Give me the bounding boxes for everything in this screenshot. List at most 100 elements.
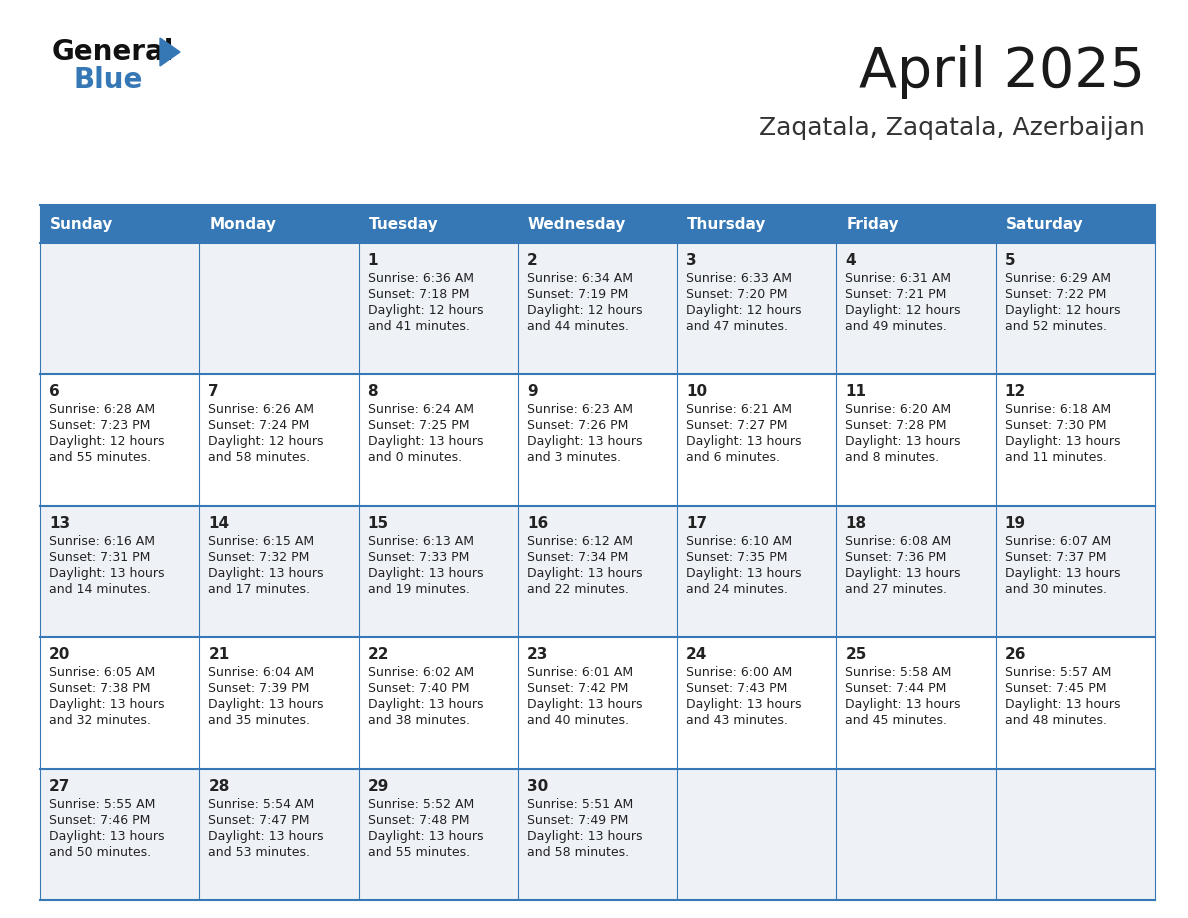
Text: Sunset: 7:20 PM: Sunset: 7:20 PM [687,288,788,301]
Text: and 22 minutes.: and 22 minutes. [526,583,628,596]
Text: Sunrise: 5:52 AM: Sunrise: 5:52 AM [367,798,474,811]
Text: and 47 minutes.: and 47 minutes. [687,320,788,333]
Text: 20: 20 [49,647,70,662]
Text: Sunset: 7:23 PM: Sunset: 7:23 PM [49,420,151,432]
Text: Daylight: 13 hours: Daylight: 13 hours [687,435,802,448]
Text: Daylight: 12 hours: Daylight: 12 hours [49,435,164,448]
Text: Sunrise: 6:02 AM: Sunrise: 6:02 AM [367,666,474,679]
Bar [40,637,1155,768]
Text: 9: 9 [526,385,537,399]
Text: and 6 minutes.: and 6 minutes. [687,452,781,465]
Text: and 48 minutes.: and 48 minutes. [1005,714,1107,727]
Text: Sunset: 7:32 PM: Sunset: 7:32 PM [208,551,310,564]
Text: Sunrise: 6:34 AM: Sunrise: 6:34 AM [526,272,633,285]
Text: 12: 12 [1005,385,1026,399]
Text: Daylight: 13 hours: Daylight: 13 hours [1005,435,1120,448]
Text: 1: 1 [367,253,378,268]
Text: and 19 minutes.: and 19 minutes. [367,583,469,596]
Text: Sunrise: 6:33 AM: Sunrise: 6:33 AM [687,272,792,285]
Text: Blue: Blue [74,66,144,94]
Text: Daylight: 12 hours: Daylight: 12 hours [526,304,643,317]
Text: Tuesday: Tuesday [368,217,438,231]
Text: Sunrise: 5:54 AM: Sunrise: 5:54 AM [208,798,315,811]
Text: and 14 minutes.: and 14 minutes. [49,583,151,596]
Text: Sunset: 7:40 PM: Sunset: 7:40 PM [367,682,469,695]
Text: Daylight: 13 hours: Daylight: 13 hours [367,830,484,843]
Text: Sunrise: 6:23 AM: Sunrise: 6:23 AM [526,403,633,417]
Text: Sunrise: 5:51 AM: Sunrise: 5:51 AM [526,798,633,811]
Text: Sunset: 7:22 PM: Sunset: 7:22 PM [1005,288,1106,301]
Text: Sunset: 7:24 PM: Sunset: 7:24 PM [208,420,310,432]
Text: Daylight: 12 hours: Daylight: 12 hours [846,304,961,317]
Text: 10: 10 [687,385,707,399]
Text: Sunset: 7:30 PM: Sunset: 7:30 PM [1005,420,1106,432]
Text: and 32 minutes.: and 32 minutes. [49,714,151,727]
Text: 2: 2 [526,253,538,268]
Text: and 43 minutes.: and 43 minutes. [687,714,788,727]
Text: Daylight: 13 hours: Daylight: 13 hours [687,566,802,580]
Text: Sunrise: 6:18 AM: Sunrise: 6:18 AM [1005,403,1111,417]
Text: Sunset: 7:37 PM: Sunset: 7:37 PM [1005,551,1106,564]
Text: 22: 22 [367,647,390,662]
Text: Daylight: 13 hours: Daylight: 13 hours [208,566,324,580]
Text: Sunrise: 6:04 AM: Sunrise: 6:04 AM [208,666,315,679]
Text: Sunrise: 6:07 AM: Sunrise: 6:07 AM [1005,535,1111,548]
Text: Daylight: 13 hours: Daylight: 13 hours [1005,566,1120,580]
Text: and 27 minutes.: and 27 minutes. [846,583,947,596]
Text: Sunset: 7:39 PM: Sunset: 7:39 PM [208,682,310,695]
Text: and 8 minutes.: and 8 minutes. [846,452,940,465]
Text: and 49 minutes.: and 49 minutes. [846,320,947,333]
Text: 11: 11 [846,385,866,399]
Text: 18: 18 [846,516,866,531]
Text: 23: 23 [526,647,548,662]
Text: Daylight: 13 hours: Daylight: 13 hours [367,699,484,711]
Text: Sunset: 7:47 PM: Sunset: 7:47 PM [208,813,310,826]
Text: Daylight: 13 hours: Daylight: 13 hours [526,435,643,448]
Text: Daylight: 13 hours: Daylight: 13 hours [49,699,164,711]
Bar [40,205,1155,243]
Text: Sunrise: 6:28 AM: Sunrise: 6:28 AM [49,403,156,417]
Text: Daylight: 13 hours: Daylight: 13 hours [49,830,164,843]
Text: and 3 minutes.: and 3 minutes. [526,452,621,465]
Text: 21: 21 [208,647,229,662]
Text: 4: 4 [846,253,857,268]
Text: Sunset: 7:44 PM: Sunset: 7:44 PM [846,682,947,695]
Text: Sunrise: 6:05 AM: Sunrise: 6:05 AM [49,666,156,679]
Text: Sunset: 7:19 PM: Sunset: 7:19 PM [526,288,628,301]
Text: Sunset: 7:21 PM: Sunset: 7:21 PM [846,288,947,301]
Text: and 40 minutes.: and 40 minutes. [526,714,628,727]
Text: and 35 minutes.: and 35 minutes. [208,714,310,727]
Text: Sunset: 7:49 PM: Sunset: 7:49 PM [526,813,628,826]
Text: Daylight: 13 hours: Daylight: 13 hours [1005,699,1120,711]
Text: and 55 minutes.: and 55 minutes. [367,845,469,858]
Text: Daylight: 13 hours: Daylight: 13 hours [526,699,643,711]
Text: Sunrise: 6:13 AM: Sunrise: 6:13 AM [367,535,474,548]
Text: and 58 minutes.: and 58 minutes. [526,845,628,858]
Text: Sunrise: 6:01 AM: Sunrise: 6:01 AM [526,666,633,679]
Text: and 30 minutes.: and 30 minutes. [1005,583,1107,596]
Text: Sunset: 7:42 PM: Sunset: 7:42 PM [526,682,628,695]
Text: Wednesday: Wednesday [527,217,626,231]
Text: Zaqatala, Zaqatala, Azerbaijan: Zaqatala, Zaqatala, Azerbaijan [759,116,1145,140]
Text: Sunrise: 5:55 AM: Sunrise: 5:55 AM [49,798,156,811]
Text: 13: 13 [49,516,70,531]
Text: General: General [52,38,175,66]
Text: Sunset: 7:46 PM: Sunset: 7:46 PM [49,813,151,826]
Text: Daylight: 12 hours: Daylight: 12 hours [687,304,802,317]
Text: and 0 minutes.: and 0 minutes. [367,452,462,465]
Bar [40,375,1155,506]
Text: Sunset: 7:27 PM: Sunset: 7:27 PM [687,420,788,432]
Text: Sunrise: 6:00 AM: Sunrise: 6:00 AM [687,666,792,679]
Text: 27: 27 [49,778,70,793]
Bar [40,506,1155,637]
Text: Sunrise: 6:36 AM: Sunrise: 6:36 AM [367,272,474,285]
Text: Daylight: 13 hours: Daylight: 13 hours [846,699,961,711]
Text: Daylight: 13 hours: Daylight: 13 hours [846,435,961,448]
Text: Sunset: 7:38 PM: Sunset: 7:38 PM [49,682,151,695]
Text: and 45 minutes.: and 45 minutes. [846,714,947,727]
Text: and 24 minutes.: and 24 minutes. [687,583,788,596]
Text: Daylight: 13 hours: Daylight: 13 hours [526,830,643,843]
Text: 7: 7 [208,385,219,399]
Text: Daylight: 13 hours: Daylight: 13 hours [687,699,802,711]
Bar [40,243,1155,375]
